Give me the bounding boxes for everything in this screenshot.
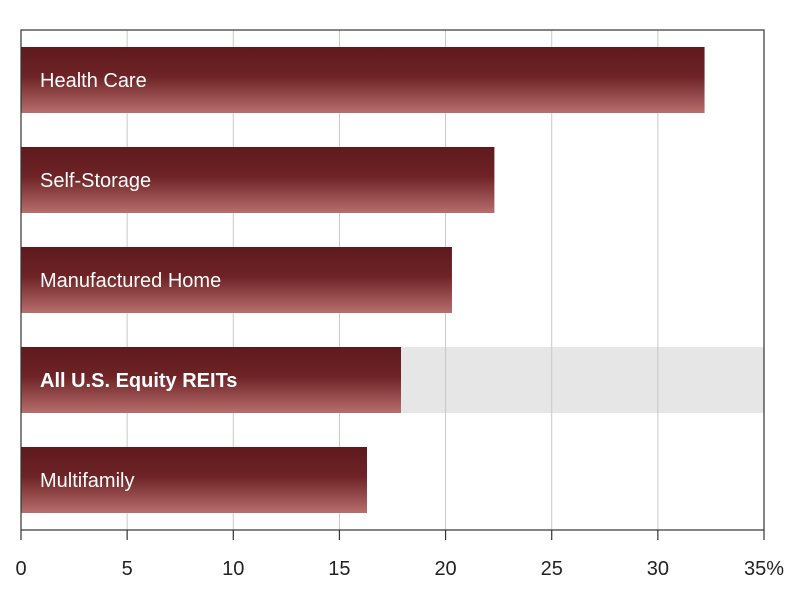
x-axis-ticks: 0 5 10 15 20 25 30 35% [15,530,784,580]
bar-label-health-care: Health Care [40,70,147,92]
bar-multifamily [21,447,368,513]
tick-label-15: 15 [328,558,350,580]
bars: Health Care Self-Storage Manufactured Home… [21,47,705,513]
tick-label-30: 30 [647,558,669,580]
bar-manufactured-home [21,247,452,313]
bar-self-storage [21,147,495,213]
bar-label-all-u-s-equity-reits: All U.S. Equity REITs [40,370,237,392]
bar-label-multifamily: Multifamily [40,470,134,492]
tick-label-10: 10 [222,558,244,580]
bar-label-self-storage: Self-Storage [40,170,151,192]
tick-label-35: 35% [744,558,784,580]
tick-label-25: 25 [541,558,563,580]
bar-label-manufactured-home: Manufactured Home [40,270,221,292]
plot-frame [20,29,765,531]
bar-all-u-s-equity-reits [21,347,401,413]
bar-health-care [21,47,705,113]
plot-border [20,29,765,531]
tick-label-20: 20 [434,558,456,580]
tick-label-5: 5 [122,558,133,580]
tick-label-0: 0 [15,558,26,580]
